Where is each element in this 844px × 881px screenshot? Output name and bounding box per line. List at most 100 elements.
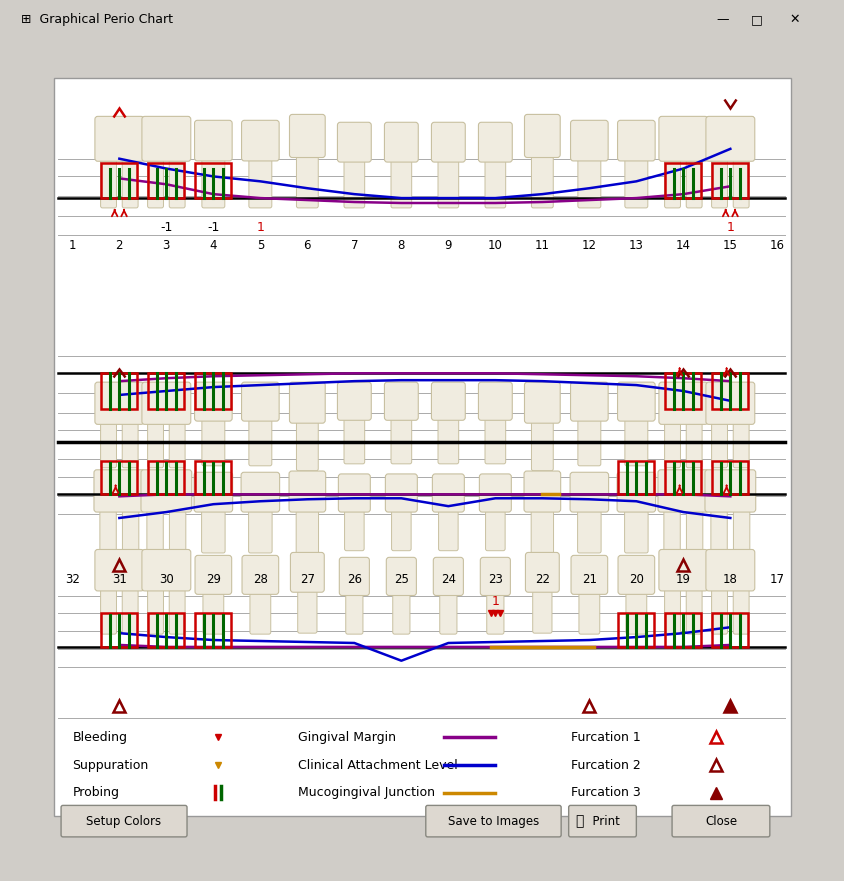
FancyBboxPatch shape <box>616 472 655 512</box>
Text: 6: 6 <box>303 239 311 252</box>
Text: 25: 25 <box>393 574 408 587</box>
FancyBboxPatch shape <box>194 472 232 512</box>
FancyBboxPatch shape <box>658 116 707 161</box>
Text: Setup Colors: Setup Colors <box>86 815 161 827</box>
FancyBboxPatch shape <box>431 122 465 162</box>
FancyBboxPatch shape <box>122 581 138 634</box>
FancyBboxPatch shape <box>337 382 371 420</box>
FancyBboxPatch shape <box>570 121 608 161</box>
Text: 16: 16 <box>769 239 784 252</box>
FancyBboxPatch shape <box>241 382 279 421</box>
Text: 30: 30 <box>159 574 174 587</box>
FancyBboxPatch shape <box>337 122 371 162</box>
FancyBboxPatch shape <box>169 415 185 468</box>
FancyBboxPatch shape <box>391 415 411 463</box>
Text: Suppuration: Suppuration <box>73 759 149 772</box>
FancyBboxPatch shape <box>617 382 654 421</box>
Text: Close: Close <box>704 815 736 827</box>
FancyBboxPatch shape <box>478 122 511 162</box>
FancyBboxPatch shape <box>100 415 116 468</box>
FancyBboxPatch shape <box>425 805 560 837</box>
FancyBboxPatch shape <box>657 470 708 512</box>
Bar <box>101 163 137 198</box>
Text: 🖨: 🖨 <box>575 814 583 828</box>
FancyBboxPatch shape <box>578 584 599 634</box>
FancyBboxPatch shape <box>484 152 505 208</box>
FancyBboxPatch shape <box>570 472 608 512</box>
FancyBboxPatch shape <box>122 502 138 557</box>
FancyBboxPatch shape <box>296 418 318 470</box>
Text: 4: 4 <box>209 239 217 252</box>
FancyBboxPatch shape <box>195 555 231 595</box>
Text: 27: 27 <box>300 574 315 587</box>
Text: 8: 8 <box>398 239 404 252</box>
Text: 1: 1 <box>491 595 499 608</box>
Text: 23: 23 <box>487 574 502 587</box>
FancyBboxPatch shape <box>141 470 192 512</box>
FancyBboxPatch shape <box>241 555 279 595</box>
FancyBboxPatch shape <box>711 415 727 468</box>
Text: —: — <box>716 13 728 26</box>
Bar <box>665 461 701 494</box>
FancyBboxPatch shape <box>704 470 755 512</box>
FancyBboxPatch shape <box>148 581 163 634</box>
FancyBboxPatch shape <box>531 502 553 555</box>
FancyBboxPatch shape <box>95 382 143 425</box>
FancyBboxPatch shape <box>431 382 465 420</box>
Text: 5: 5 <box>257 239 263 252</box>
Text: Mucogingival Junction: Mucogingival Junction <box>298 786 435 799</box>
Text: 14: 14 <box>675 239 690 252</box>
Bar <box>195 374 231 409</box>
Text: 29: 29 <box>206 574 220 587</box>
Text: 2: 2 <box>116 239 123 252</box>
FancyBboxPatch shape <box>241 472 279 512</box>
Text: 17: 17 <box>769 574 784 587</box>
Text: 24: 24 <box>441 574 455 587</box>
FancyBboxPatch shape <box>671 805 769 837</box>
FancyBboxPatch shape <box>485 502 505 551</box>
FancyBboxPatch shape <box>437 415 458 463</box>
Text: Print: Print <box>584 815 619 827</box>
Text: 1: 1 <box>68 239 76 252</box>
Bar <box>665 613 701 647</box>
FancyBboxPatch shape <box>525 552 559 592</box>
Text: Clinical Attachment Level: Clinical Attachment Level <box>298 759 457 772</box>
FancyBboxPatch shape <box>685 415 701 468</box>
FancyBboxPatch shape <box>391 152 411 208</box>
FancyBboxPatch shape <box>344 415 365 463</box>
Text: Gingival Margin: Gingival Margin <box>298 731 396 744</box>
FancyBboxPatch shape <box>571 555 607 595</box>
FancyBboxPatch shape <box>625 416 647 466</box>
FancyBboxPatch shape <box>344 152 365 208</box>
Bar <box>149 163 184 198</box>
FancyBboxPatch shape <box>705 382 754 425</box>
Bar <box>711 374 747 409</box>
FancyBboxPatch shape <box>338 474 370 512</box>
Text: Furcation 1: Furcation 1 <box>570 731 640 744</box>
Text: Save to Images: Save to Images <box>447 815 538 827</box>
FancyBboxPatch shape <box>345 586 363 634</box>
FancyBboxPatch shape <box>289 471 325 512</box>
Bar <box>711 461 747 494</box>
FancyBboxPatch shape <box>289 115 325 158</box>
Bar <box>149 374 184 409</box>
FancyBboxPatch shape <box>290 552 324 592</box>
Text: 9: 9 <box>444 239 452 252</box>
Text: 26: 26 <box>346 574 361 587</box>
FancyBboxPatch shape <box>711 152 727 208</box>
FancyBboxPatch shape <box>570 382 608 421</box>
Bar <box>711 613 747 647</box>
Bar <box>711 163 747 198</box>
FancyBboxPatch shape <box>385 474 417 512</box>
FancyBboxPatch shape <box>663 502 679 557</box>
FancyBboxPatch shape <box>733 502 749 557</box>
Text: 28: 28 <box>252 574 268 587</box>
FancyBboxPatch shape <box>296 148 318 208</box>
FancyBboxPatch shape <box>524 382 560 423</box>
Text: Furcation 3: Furcation 3 <box>570 786 640 799</box>
Text: Probing: Probing <box>73 786 119 799</box>
FancyBboxPatch shape <box>484 415 505 463</box>
Bar <box>101 374 137 409</box>
FancyBboxPatch shape <box>249 152 272 208</box>
Bar <box>101 613 137 647</box>
